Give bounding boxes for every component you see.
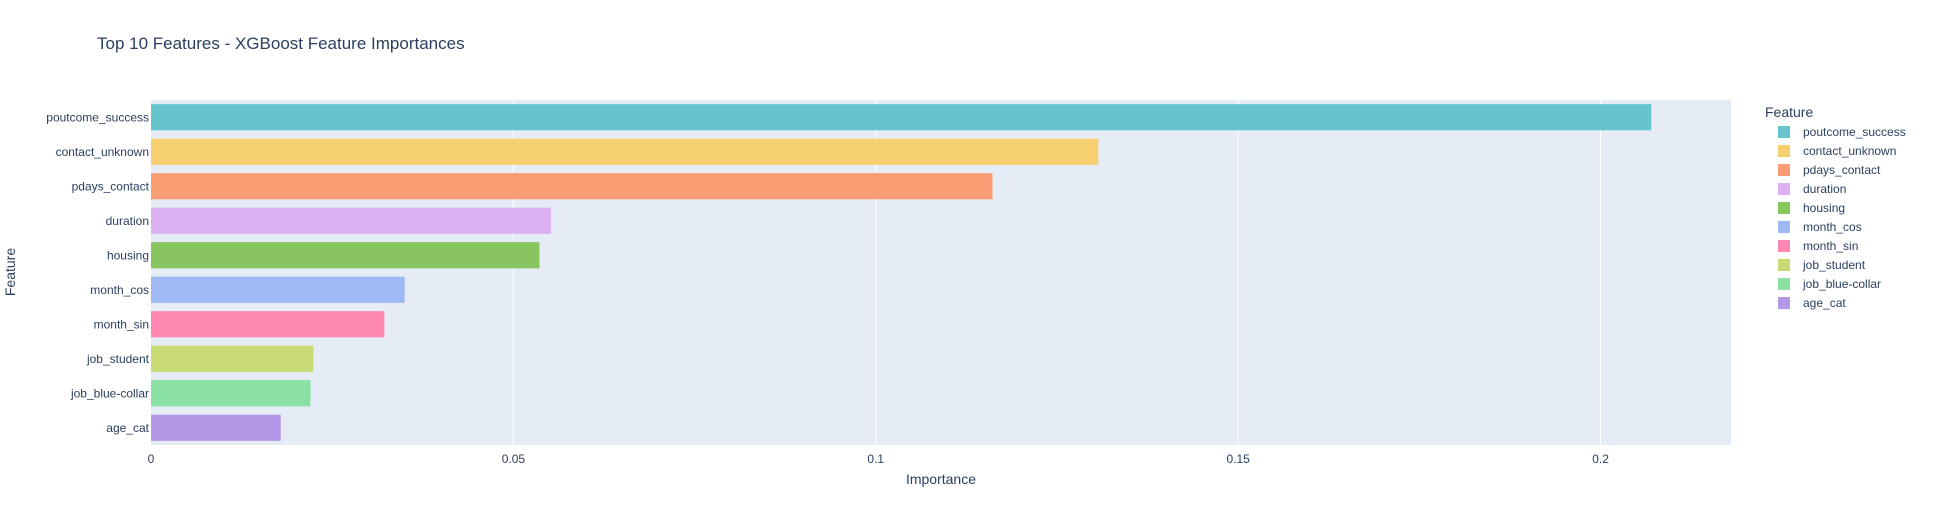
y-axis-title: Feature bbox=[2, 248, 18, 296]
legend-label: housing bbox=[1803, 201, 1845, 215]
legend-label: job_blue-collar bbox=[1802, 277, 1881, 291]
bar-month_sin bbox=[151, 311, 385, 338]
y-tick-label: month_sin bbox=[94, 317, 149, 331]
bar-housing bbox=[151, 242, 540, 269]
legend-swatch bbox=[1778, 145, 1790, 157]
legend-swatch bbox=[1778, 183, 1790, 195]
bar-month_cos bbox=[151, 276, 405, 303]
legend-label: poutcome_success bbox=[1803, 125, 1906, 139]
y-tick-label: job_student bbox=[86, 352, 150, 366]
legend-label: duration bbox=[1803, 182, 1846, 196]
x-tick-labels: 0 0.05 0.1 0.15 0.2 bbox=[148, 452, 1610, 466]
legend-label: contact_unknown bbox=[1803, 144, 1896, 158]
legend-swatch bbox=[1778, 164, 1790, 176]
legend-label: month_sin bbox=[1803, 239, 1858, 253]
y-tick-label: poutcome_success bbox=[46, 110, 149, 124]
bar-duration bbox=[151, 207, 552, 234]
x-tick-label: 0 bbox=[148, 452, 155, 466]
y-tick-label: housing bbox=[107, 248, 149, 262]
x-tick-label: 0.1 bbox=[867, 452, 884, 466]
legend-swatch bbox=[1778, 259, 1790, 271]
legend-label: age_cat bbox=[1803, 296, 1846, 310]
bar-age_cat bbox=[151, 414, 281, 441]
x-tick-label: 0.2 bbox=[1592, 452, 1609, 466]
y-tick-label: contact_unknown bbox=[56, 145, 149, 159]
bar-job_blue-collar bbox=[151, 380, 311, 407]
y-tick-label: month_cos bbox=[90, 283, 149, 297]
legend-swatch bbox=[1778, 202, 1790, 214]
y-tick-label: age_cat bbox=[106, 421, 149, 435]
legend: Feature poutcome_successcontact_unknownp… bbox=[1765, 104, 1906, 310]
bar-job_student bbox=[151, 345, 314, 372]
legend-label: month_cos bbox=[1803, 220, 1862, 234]
legend-swatch bbox=[1778, 278, 1790, 290]
chart-title: Top 10 Features - XGBoost Feature Import… bbox=[97, 34, 465, 53]
legend-swatch bbox=[1778, 126, 1790, 138]
legend-title: Feature bbox=[1765, 104, 1813, 120]
legend-label: pdays_contact bbox=[1803, 163, 1881, 177]
legend-items: poutcome_success contact_unknown pdays_con… bbox=[1778, 125, 1906, 310]
legend-swatch bbox=[1778, 240, 1790, 252]
x-axis-title: Importance bbox=[906, 471, 976, 487]
bar-pdays_contact bbox=[151, 173, 993, 200]
legend-swatch bbox=[1778, 221, 1790, 233]
y-tick-label: duration bbox=[106, 214, 149, 228]
y-tick-labels: poutcome_success contact_unknown pdays_con… bbox=[46, 110, 149, 435]
x-tick-label: 0.15 bbox=[1226, 452, 1250, 466]
y-tick-label: job_blue-collar bbox=[70, 386, 149, 400]
y-tick-label: pdays_contact bbox=[72, 179, 150, 193]
bar-poutcome_success bbox=[151, 104, 1652, 131]
bar-contact_unknown bbox=[151, 138, 1099, 165]
bars bbox=[151, 104, 1652, 441]
legend-swatch bbox=[1778, 297, 1790, 309]
legend-label: job_student bbox=[1802, 258, 1866, 272]
x-tick-label: 0.05 bbox=[502, 452, 526, 466]
